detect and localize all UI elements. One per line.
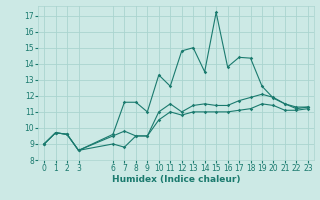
X-axis label: Humidex (Indice chaleur): Humidex (Indice chaleur) — [112, 175, 240, 184]
